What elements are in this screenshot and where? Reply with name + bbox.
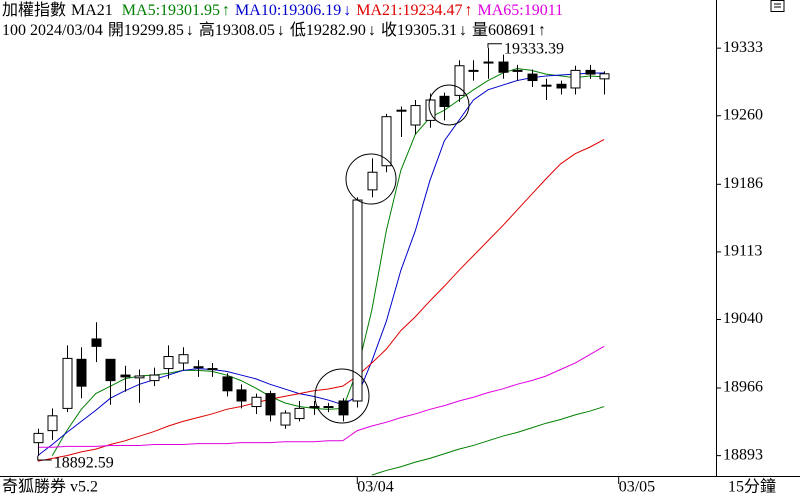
candle-body <box>91 338 102 347</box>
trend-arrow: ↓ <box>276 22 285 39</box>
high-marker <box>487 43 502 48</box>
candle-body <box>425 99 436 121</box>
trend-arrow: ↓ <box>367 22 376 39</box>
candle-body <box>585 69 596 75</box>
quote-field: 100 2024/03/04 <box>2 22 103 39</box>
drawn-circle <box>428 84 470 126</box>
candle-body <box>352 199 363 402</box>
candle-body <box>527 73 538 82</box>
candle-body <box>134 375 145 379</box>
ma-line <box>37 345 605 448</box>
candle-body <box>512 69 523 72</box>
y-tick-label: 19260 <box>723 106 763 123</box>
candle-body <box>439 95 450 107</box>
candle-body <box>454 65 465 96</box>
candle-body <box>367 171 378 191</box>
y-tick-label: 19186 <box>723 175 763 192</box>
candle-body <box>381 116 392 167</box>
y-tick-label: 19333 <box>723 39 763 56</box>
candle-body <box>541 84 552 87</box>
candle-body <box>498 61 509 73</box>
instrument-title: 加權指數 <box>2 2 67 19</box>
ma-readout: MA65:19011 <box>477 2 564 19</box>
candle-body <box>323 406 334 409</box>
quote-field: 低19282.90 <box>289 22 366 39</box>
drawn-circle <box>314 368 370 424</box>
ma-line <box>37 72 605 457</box>
app-name: 奇狐勝券 v5.2 <box>2 478 98 496</box>
candle-body <box>193 366 204 369</box>
low-marker <box>37 456 52 461</box>
high-label: 19333.39 <box>504 40 564 57</box>
candle-body <box>163 356 174 370</box>
candle-body <box>599 73 610 80</box>
candle-body <box>178 354 189 364</box>
candle-body <box>570 69 581 89</box>
candle-body <box>236 389 247 402</box>
candle-body <box>76 358 87 387</box>
candle-body <box>410 105 421 126</box>
y-tick-label: 18966 <box>723 379 763 396</box>
candle-body <box>105 358 116 382</box>
quote-field: 開19299.85 <box>107 22 184 39</box>
ma-readout: MA10:19306.19 <box>235 2 342 19</box>
candle-body <box>33 432 44 444</box>
candle-body <box>47 415 58 432</box>
candle-body <box>468 69 479 72</box>
x-tick-label: 03/05 <box>619 479 655 496</box>
candle-body <box>265 393 276 416</box>
low-label: 18892.59 <box>54 455 114 472</box>
quote-field: 高19308.05 <box>198 22 275 39</box>
ma-line <box>371 406 605 476</box>
quote-field: 收19305.31 <box>380 22 457 39</box>
y-tick-label: 18893 <box>723 446 763 463</box>
ma-readout: MA21:19234.47 <box>356 2 463 19</box>
candle-body <box>280 412 291 426</box>
indicator-name: MA21 <box>71 2 113 19</box>
candle-body <box>294 407 305 420</box>
trend-arrow: ↓ <box>343 2 352 19</box>
candle-body <box>207 368 218 371</box>
candle-body <box>251 396 262 408</box>
trend-arrow: ↓ <box>185 22 194 39</box>
trend-arrow: ↑ <box>464 2 473 19</box>
ma-line <box>37 138 605 462</box>
trend-arrow: ↑ <box>222 2 231 19</box>
trend-arrow: ↓ <box>458 22 467 39</box>
window-button[interactable] <box>770 0 785 12</box>
y-tick-label: 19040 <box>723 310 763 327</box>
drawn-circle <box>345 153 397 205</box>
y-tick-label: 19113 <box>723 243 762 260</box>
ma-readout: MA5:19301.95 <box>121 2 221 19</box>
interval-label: 15分鐘 <box>728 478 776 496</box>
candle-body <box>309 406 320 409</box>
candle-body <box>338 400 349 416</box>
candle-body <box>149 374 160 382</box>
candle-body <box>396 109 407 112</box>
candle-body <box>120 374 131 378</box>
trend-arrow: ↑ <box>537 22 546 39</box>
indicator-header: 加權指數 MA21 MA5:19301.95 ↑ MA10:19306.19 ↓ MA21… <box>2 1 714 21</box>
x-tick-label: 03/04 <box>357 479 393 496</box>
candle-body <box>222 376 233 392</box>
plot-area <box>33 47 610 476</box>
candle-body <box>483 61 494 64</box>
candle-body <box>556 83 567 89</box>
quote-field: 量608691 <box>471 22 536 39</box>
quote-header: 100 2024/03/04 開19299.85 ↓ 高19308.05 ↓ 低19282… <box>2 21 714 41</box>
candle-body <box>62 357 73 409</box>
